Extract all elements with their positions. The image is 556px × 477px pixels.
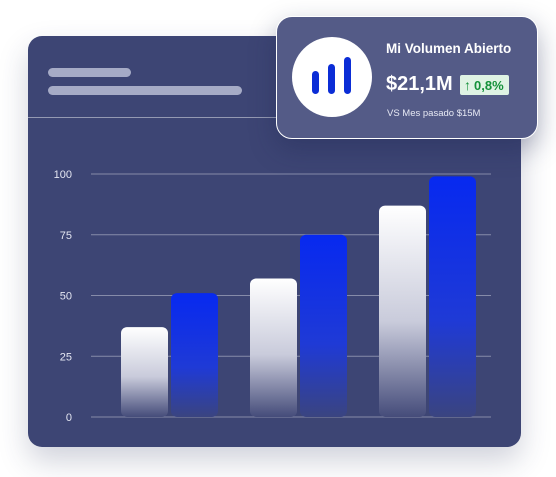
y-tick-label: 50 bbox=[60, 291, 72, 303]
y-tick-label: 75 bbox=[60, 230, 72, 242]
subtitle-placeholder bbox=[48, 86, 242, 95]
bar-series-2 bbox=[429, 176, 476, 417]
y-tick-label: 0 bbox=[66, 412, 72, 424]
bar-chart-icon bbox=[312, 57, 351, 94]
bar-series-2 bbox=[300, 234, 347, 417]
bar-chart: 0 25 50 75 100 bbox=[54, 169, 491, 424]
title-placeholder bbox=[48, 68, 131, 77]
change-badge: ↑ 0,8% bbox=[460, 75, 509, 95]
stat-icon-circle bbox=[292, 37, 372, 117]
volume-stat-card: Mi Volumen Abierto $21,1M ↑ 0,8% VS Mes … bbox=[276, 16, 538, 139]
y-tick-label: 25 bbox=[60, 351, 72, 363]
bar-series-1 bbox=[121, 327, 168, 417]
y-tick-label: 100 bbox=[54, 169, 72, 181]
comparison-text: VS Mes pasado $15M bbox=[387, 108, 481, 119]
bar-series-2 bbox=[171, 293, 218, 417]
change-percent: 0,8% bbox=[474, 77, 504, 93]
arrow-up-icon: ↑ bbox=[464, 77, 471, 93]
stat-title: Mi Volumen Abierto bbox=[386, 41, 512, 56]
header-divider bbox=[28, 117, 521, 118]
bar-series-1 bbox=[250, 278, 297, 417]
bar-series-1 bbox=[379, 205, 426, 417]
stat-value: $21,1M bbox=[386, 73, 453, 95]
